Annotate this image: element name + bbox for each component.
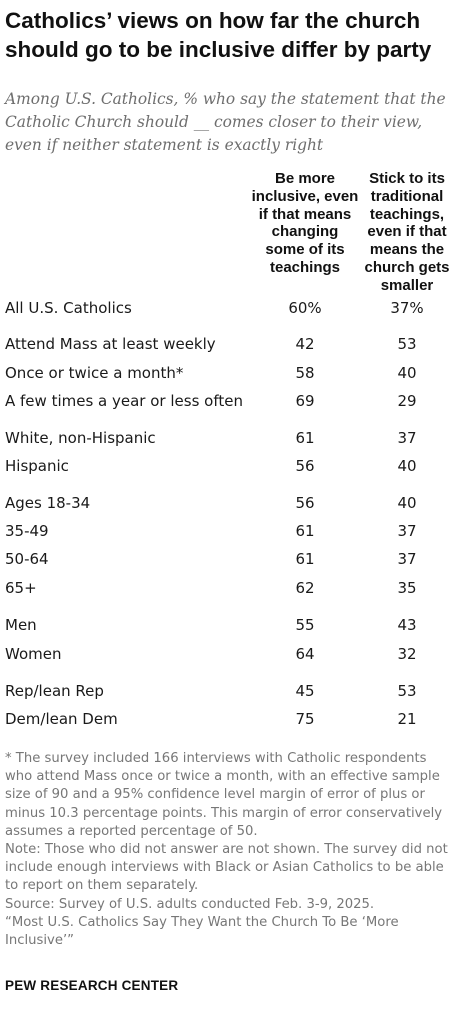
row-label: All U.S. Catholics: [5, 299, 132, 317]
column-header-inclusive: Be more inclusive, even if that means ch…: [251, 170, 359, 276]
value-inclusive: 56: [295, 457, 315, 475]
table-row: Rep/lean Rep 45 53: [0, 680, 462, 702]
table-row: Dem/lean Dem 75 21: [0, 708, 462, 730]
table-row: Men 55 43: [0, 614, 462, 636]
value-traditional: 53: [397, 682, 417, 700]
row-label: Dem/lean Dem: [5, 710, 118, 728]
table-row: Women 64 32: [0, 643, 462, 665]
table-row: Hispanic 56 40: [0, 455, 462, 477]
value-inclusive: 60%: [288, 299, 322, 317]
row-label: Rep/lean Rep: [5, 682, 104, 700]
brand-label: PEW RESEARCH CENTER: [5, 978, 179, 993]
value-traditional: 40: [397, 457, 417, 475]
asterisk-note: * The survey included 166 interviews wit…: [5, 751, 443, 839]
value-traditional: 40: [397, 364, 417, 382]
table-row: 65+ 62 35: [0, 577, 462, 599]
chart-title: Catholics’ views on how far the church s…: [5, 8, 432, 62]
table-row: A few times a year or less often 69 29: [0, 390, 462, 412]
row-label: Hispanic: [5, 457, 69, 475]
table-row: Ages 18-34 56 40: [0, 492, 462, 514]
value-inclusive: 64: [295, 645, 315, 663]
row-label: White, non-Hispanic: [5, 429, 156, 447]
report-title: “Most U.S. Catholics Say They Want the C…: [5, 914, 399, 949]
value-inclusive: 61: [295, 429, 315, 447]
value-inclusive: 45: [295, 682, 315, 700]
row-label: 50-64: [5, 550, 49, 568]
value-traditional: 53: [397, 335, 417, 353]
value-inclusive: 61: [295, 522, 315, 540]
source-text: Source: Survey of U.S. adults conducted …: [5, 896, 375, 912]
value-traditional: 37: [397, 550, 417, 568]
column-header-traditional: Stick to its traditional teachings, even…: [364, 170, 450, 294]
value-traditional: 37%: [390, 299, 424, 317]
row-label: Ages 18-34: [5, 494, 91, 512]
value-traditional: 40: [397, 494, 417, 512]
table-row: White, non-Hispanic 61 37: [0, 427, 462, 449]
notes-block: * The survey included 166 interviews wit…: [5, 750, 457, 950]
table-row: 50-64 61 37: [0, 548, 462, 570]
value-inclusive: 58: [295, 364, 315, 382]
value-inclusive: 55: [295, 616, 315, 634]
row-label: 35-49: [5, 522, 49, 540]
value-traditional: 43: [397, 616, 417, 634]
table-row: Once or twice a month* 58 40: [0, 362, 462, 384]
value-traditional: 32: [397, 645, 417, 663]
row-label: 65+: [5, 579, 37, 597]
note-text: Note: Those who did not answer are not s…: [5, 842, 448, 894]
row-label: A few times a year or less often: [5, 392, 243, 410]
value-traditional: 37: [397, 429, 417, 447]
table-row: All U.S. Catholics 60% 37%: [0, 297, 462, 319]
value-traditional: 29: [397, 392, 417, 410]
table-row: 35-49 61 37: [0, 520, 462, 542]
value-inclusive: 75: [295, 710, 315, 728]
value-inclusive: 69: [295, 392, 315, 410]
value-inclusive: 56: [295, 494, 315, 512]
row-label: Attend Mass at least weekly: [5, 335, 216, 353]
chart-subtitle: Among U.S. Catholics, % who say the stat…: [5, 90, 446, 154]
table-row: Attend Mass at least weekly 42 53: [0, 333, 462, 355]
value-traditional: 35: [397, 579, 417, 597]
value-traditional: 21: [397, 710, 417, 728]
value-inclusive: 61: [295, 550, 315, 568]
value-inclusive: 62: [295, 579, 315, 597]
row-label: Once or twice a month*: [5, 364, 184, 382]
value-traditional: 37: [397, 522, 417, 540]
row-label: Men: [5, 616, 37, 634]
value-inclusive: 42: [295, 335, 315, 353]
row-label: Women: [5, 645, 62, 663]
